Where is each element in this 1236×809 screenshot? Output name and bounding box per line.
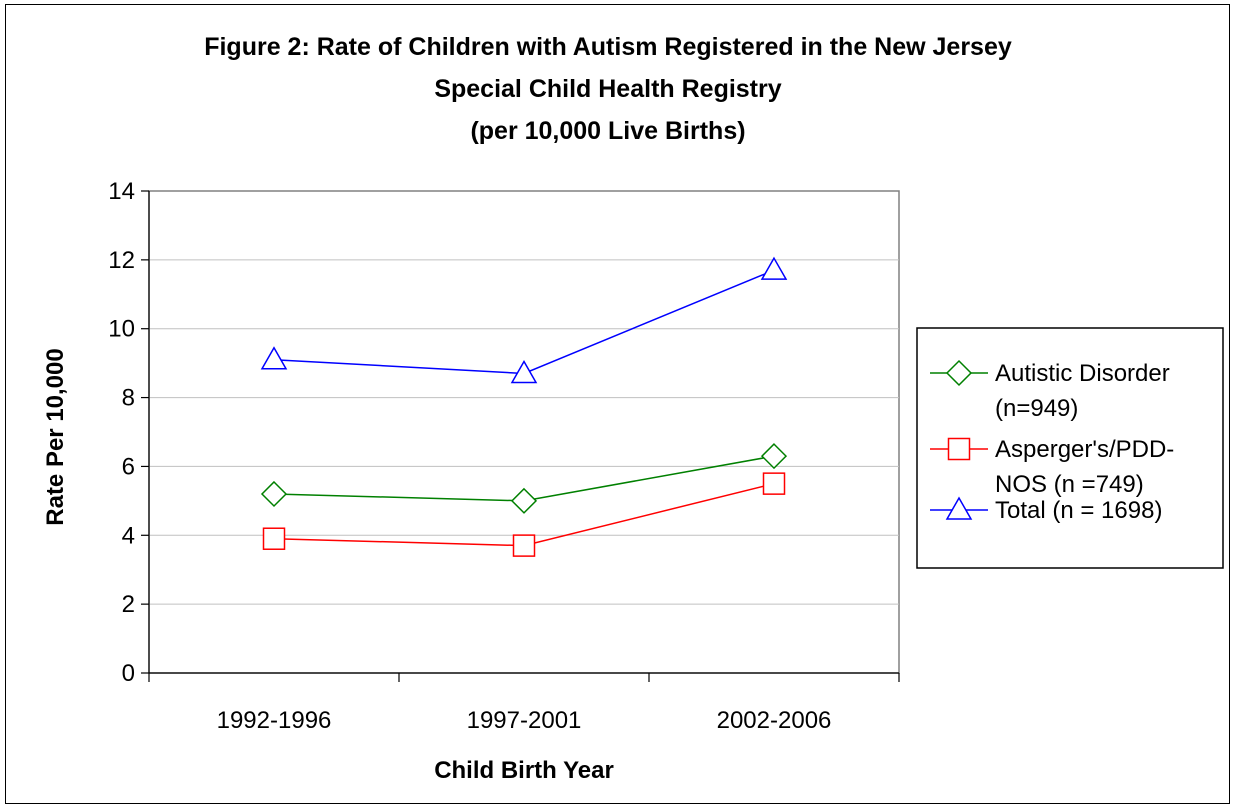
x-axis-title: Child Birth Year (434, 757, 614, 784)
plot-area (148, 190, 900, 674)
chart-title-line-2: Special Child Health Registry (434, 75, 781, 103)
y-tick-label: 8 (122, 385, 135, 412)
legend-items: Autistic Disorder (n=949) Asperger's/PDD- N… (930, 359, 1174, 524)
x-axis-ticks: 1992-1996 1997-2001 2002-2006 (148, 673, 900, 734)
legend-item: Autistic Disorder (n=949) (930, 359, 1170, 422)
data-point-diamond (510, 487, 538, 514)
legend-label: Autistic Disorder (995, 360, 1170, 387)
legend-label: Asperger's/PDD- (995, 436, 1174, 463)
data-point-triangle (510, 359, 538, 384)
x-tick-label: 1997-2001 (467, 707, 582, 734)
legend-marker-square (947, 437, 971, 461)
y-axis-ticks: 0 2 4 6 8 10 12 14 (108, 178, 149, 687)
y-axis-title: Rate Per 10,000 (42, 348, 69, 525)
legend-item: Asperger's/PDD- NOS (n =749) (930, 436, 1174, 498)
y-tick-label: 6 (122, 453, 135, 480)
legend-item: Total (n = 1698) (930, 496, 1162, 524)
data-point-diamond (760, 443, 788, 470)
y-tick-label: 12 (108, 247, 135, 274)
x-tick-label: 2002-2006 (717, 707, 832, 734)
y-tick-label: 10 (108, 316, 135, 343)
legend-label: (n=949) (995, 395, 1078, 422)
legend-marker-triangle (945, 496, 973, 520)
y-tick-label: 0 (122, 660, 135, 687)
legend: Autistic Disorder (n=949) Asperger's/PDD- N… (916, 327, 1224, 569)
series-triangle (260, 256, 788, 384)
axes (148, 191, 899, 674)
chart-title-line-1: Figure 2: Rate of Children with Autism R… (204, 33, 1012, 61)
data-point-triangle (760, 256, 788, 280)
x-tick-label: 1992-1996 (217, 707, 332, 734)
data-point-triangle (260, 346, 288, 370)
legend-marker-diamond (945, 359, 973, 387)
data-point-diamond (260, 480, 288, 508)
series (260, 256, 788, 557)
series-diamond (260, 443, 788, 514)
legend-label: Total (n = 1698) (995, 497, 1162, 524)
chart-title-line-3: (per 10,000 Live Births) (470, 117, 745, 145)
y-tick-label: 2 (122, 591, 135, 618)
legend-label: NOS (n =749) (995, 471, 1144, 498)
data-point-square (512, 534, 536, 557)
data-point-square (762, 472, 786, 495)
chart-title: Figure 2: Rate of Children with Autism R… (204, 33, 1012, 145)
y-tick-label: 14 (108, 178, 135, 205)
series-square (262, 472, 786, 557)
data-point-square (262, 527, 286, 550)
y-tick-label: 4 (122, 522, 135, 549)
